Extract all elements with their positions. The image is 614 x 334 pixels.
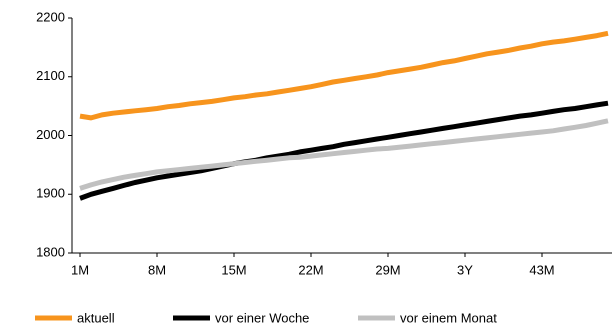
y-tick-label: 2200 [36, 9, 65, 24]
x-tick-label: 1M [71, 262, 89, 277]
x-tick-label: 3Y [457, 262, 473, 277]
y-tick-label: 1900 [36, 186, 65, 201]
y-tick-label: 1800 [36, 244, 65, 259]
x-tick-label: 15M [221, 262, 246, 277]
legend-label: vor einem Monat [400, 310, 497, 325]
legend-label: vor einer Woche [215, 310, 309, 325]
x-tick-label: 8M [148, 262, 166, 277]
x-tick-label: 29M [375, 262, 400, 277]
legend-label: aktuell [77, 310, 115, 325]
series-line [79, 118, 609, 191]
y-tick-label: 2100 [36, 68, 65, 83]
series-line [79, 30, 609, 121]
series-line [79, 100, 609, 201]
x-tick-label: 43M [529, 262, 554, 277]
x-tick-label: 22M [298, 262, 323, 277]
y-tick-label: 2000 [36, 127, 65, 142]
